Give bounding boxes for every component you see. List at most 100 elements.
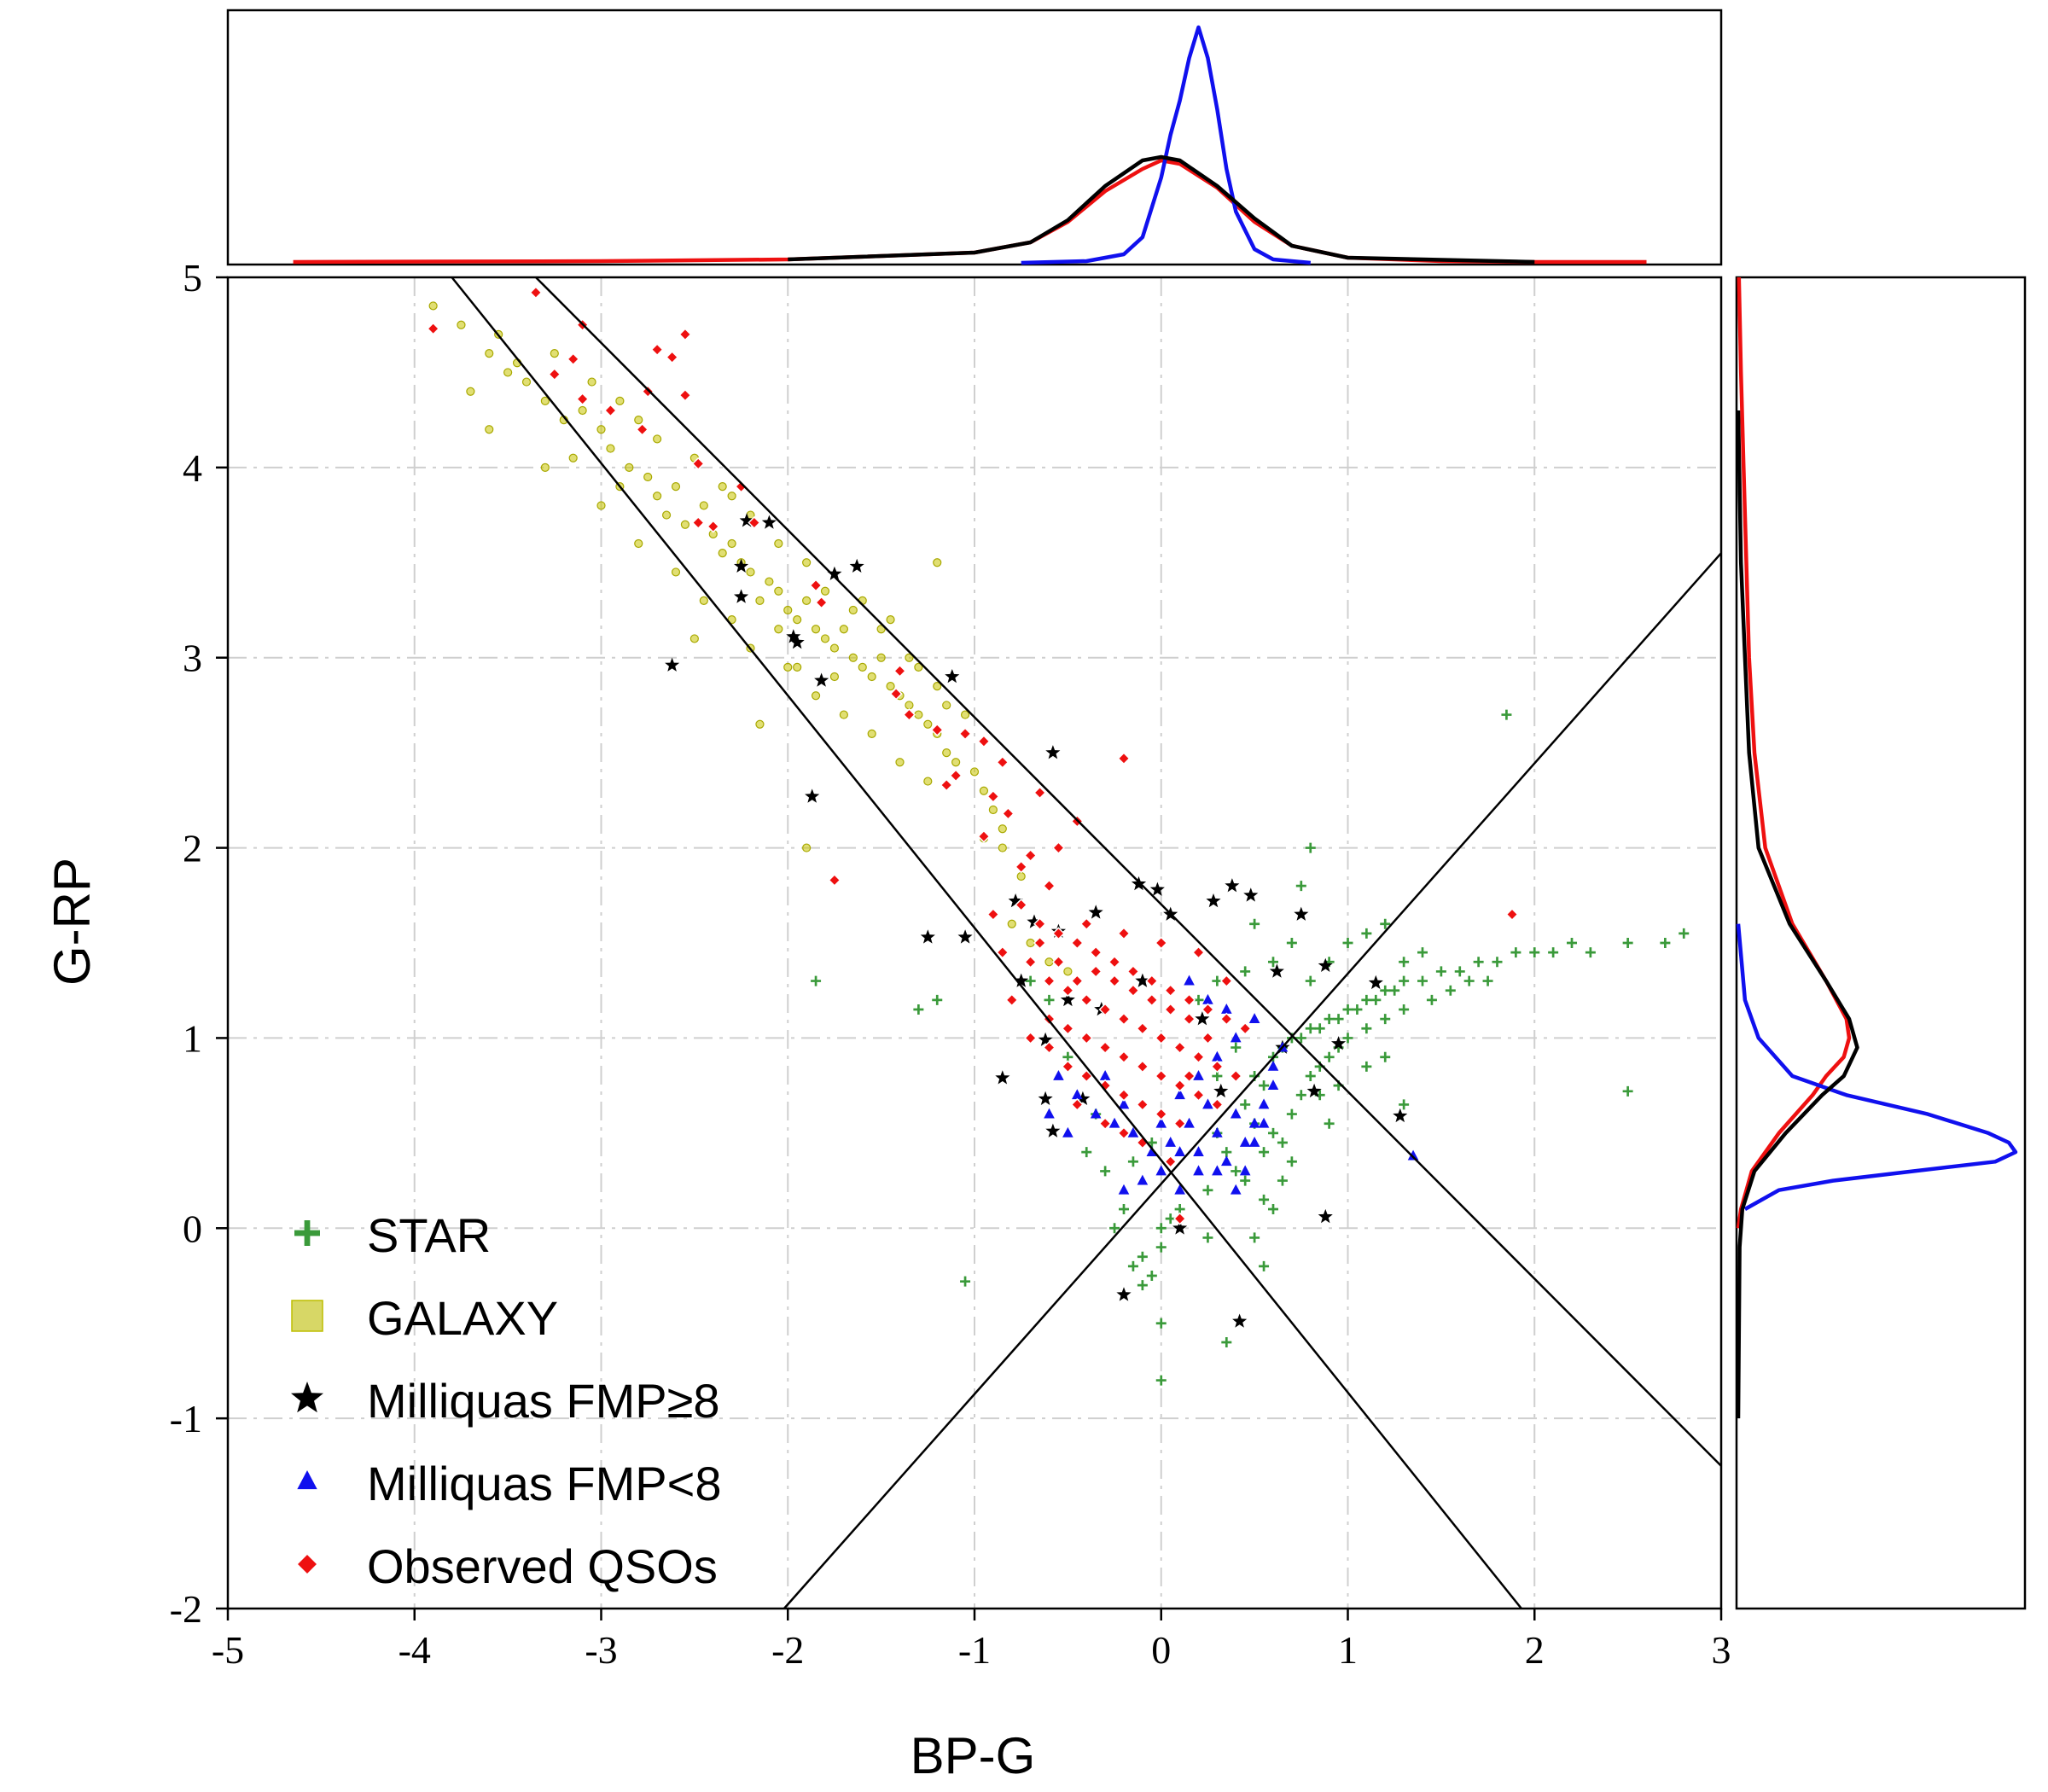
observed-qso-point xyxy=(1079,993,1093,1007)
top-marginal-frame xyxy=(226,9,1723,266)
legend-triangle-marker xyxy=(297,1470,317,1490)
observed-qso-point xyxy=(1164,1003,1178,1016)
observed-qso-point xyxy=(1042,975,1056,988)
y-tick-label: 4 xyxy=(183,446,202,490)
galaxy-point xyxy=(802,558,812,567)
galaxy-point xyxy=(485,425,494,434)
milliquas-high-point xyxy=(734,558,749,573)
observed-qso-point xyxy=(1024,1031,1038,1044)
y-axis-label: G-RP xyxy=(44,858,101,986)
galaxy-point xyxy=(895,758,905,767)
milliquas-high-point xyxy=(1306,1083,1322,1098)
x-axis-ticks: -5 -4 -3 -2 -1 0 1 2 3 xyxy=(212,1609,1731,1672)
star-point xyxy=(1324,1051,1335,1062)
observed-qso-point xyxy=(678,328,692,341)
milliquas-low-point xyxy=(1127,1126,1139,1137)
star-point xyxy=(1240,1175,1251,1186)
galaxy-point xyxy=(923,719,933,729)
star-point xyxy=(1361,1061,1372,1072)
galaxy-point xyxy=(540,463,550,472)
milliquas-low-point xyxy=(1193,1070,1204,1080)
galaxy-point xyxy=(466,387,475,396)
legend-entry: STAR xyxy=(294,1208,491,1262)
milliquas-high-point xyxy=(761,515,777,529)
star-point xyxy=(1660,938,1671,948)
top-marginal-curves xyxy=(293,25,1647,265)
star-point xyxy=(1268,1204,1278,1214)
observed-qso-point xyxy=(1117,927,1131,940)
milliquas-low-point xyxy=(1146,1146,1158,1157)
observed-qso-point xyxy=(1182,993,1196,1007)
star-point xyxy=(1352,1004,1363,1015)
galaxy-point xyxy=(661,510,672,520)
milliquas-high-point xyxy=(1027,914,1042,928)
milliquas-high-point xyxy=(1045,1123,1061,1137)
star-point xyxy=(1380,1051,1391,1062)
star-point xyxy=(1361,928,1372,939)
galaxy-point xyxy=(521,377,532,387)
milliquas-low-point xyxy=(1062,1126,1073,1137)
observed-qso-point xyxy=(1191,1088,1206,1102)
milliquas-low-point xyxy=(1108,1117,1120,1128)
milliquas-high-point xyxy=(739,513,754,527)
star-point xyxy=(1622,938,1633,948)
star-point xyxy=(1240,966,1251,977)
right-marginal-frame xyxy=(1735,276,2027,1610)
boundary-lines xyxy=(451,276,1722,1609)
boundary-line xyxy=(451,276,1522,1609)
star-point xyxy=(1249,1232,1260,1243)
observed-qso-point xyxy=(977,735,991,748)
observed-qso-point xyxy=(1005,993,1019,1007)
legend-label: Observed QSOs xyxy=(367,1539,718,1593)
legend-entry: GALAXY xyxy=(291,1291,558,1345)
milliquas-low-point xyxy=(1221,1155,1232,1167)
observed-qso-point xyxy=(1033,917,1047,931)
milliquas-high-point xyxy=(1038,1032,1053,1046)
y-tick-label: -1 xyxy=(170,1397,202,1440)
milliquas-low-point xyxy=(1230,1184,1242,1195)
observed-qso-point xyxy=(1117,1088,1131,1102)
milliquas-low-point xyxy=(1118,1184,1130,1195)
milliquas-low-point xyxy=(1174,1146,1185,1157)
galaxy-point xyxy=(671,567,681,577)
milliquas-low-point xyxy=(1258,1117,1270,1128)
observed-qso-point xyxy=(1033,936,1047,950)
observed-qso-point xyxy=(678,388,692,402)
milliquas-low-point xyxy=(1118,1098,1130,1109)
y-tick-label: 1 xyxy=(183,1016,202,1060)
observed-qso-point xyxy=(1089,945,1103,959)
galaxy-point xyxy=(933,558,942,567)
milliquas-high-point xyxy=(1213,1083,1229,1098)
top-density-curve xyxy=(1021,25,1312,265)
observed-qso-point xyxy=(1219,1012,1233,1026)
galaxy-point xyxy=(867,672,876,682)
observed-qso-point xyxy=(1505,908,1519,922)
star-point xyxy=(1305,1071,1316,1081)
x-axis-label: BP-G xyxy=(911,1727,1036,1784)
legend: STAR GALAXY Milliquas FMP≥8 Milliquas FMP<8… xyxy=(291,1208,721,1593)
galaxy-point xyxy=(839,625,848,634)
star-point xyxy=(1240,1099,1251,1110)
star-point xyxy=(1324,1118,1335,1129)
galaxy-point xyxy=(606,444,615,453)
milliquas-high-point xyxy=(849,558,864,573)
y-tick-label: -2 xyxy=(170,1587,202,1631)
star-point xyxy=(1155,1242,1167,1253)
galaxy-point xyxy=(876,625,886,634)
star-point xyxy=(1268,1127,1278,1138)
star-point xyxy=(1295,1090,1306,1101)
milliquas-low-point xyxy=(1174,1184,1185,1195)
milliquas-low-point xyxy=(1267,1079,1279,1091)
observed-qso-point xyxy=(1015,898,1028,911)
observed-qso-point xyxy=(1051,955,1066,969)
observed-qso-point xyxy=(748,515,761,530)
observed-qso-point xyxy=(1238,1021,1252,1035)
galaxy-point xyxy=(1063,967,1073,976)
observed-qso-point xyxy=(1201,1003,1215,1016)
observed-qso-point xyxy=(636,422,649,436)
observed-qso-point xyxy=(1108,955,1121,969)
galaxy-point xyxy=(550,349,559,358)
observed-qso-point xyxy=(958,727,972,741)
milliquas-high-point xyxy=(1116,1287,1132,1301)
star-point xyxy=(1399,975,1410,986)
